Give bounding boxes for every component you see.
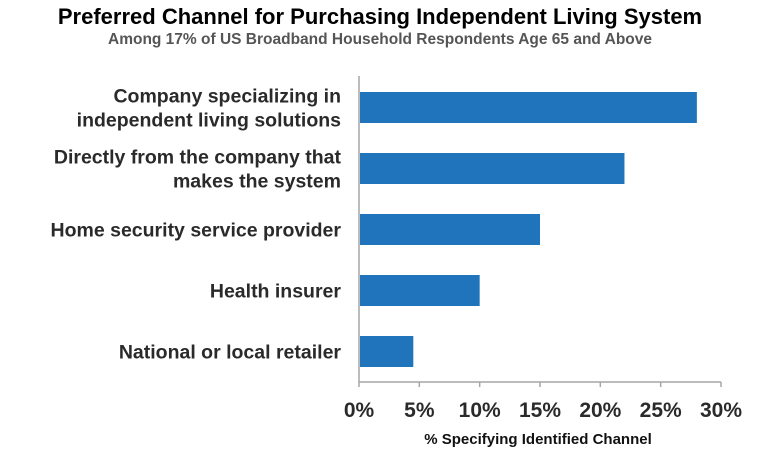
bar: [360, 214, 540, 245]
x-tick-label: 0%: [344, 399, 375, 422]
x-tick-label: 20%: [579, 399, 621, 422]
chart-subtitle: Among 17% of US Broadband Household Resp…: [108, 31, 652, 48]
category-label: Company specializing in: [113, 86, 341, 108]
category-label: National or local retailer: [119, 342, 342, 364]
bar: [360, 336, 414, 367]
x-axis-label: % Specifying Identified Channel: [424, 431, 652, 448]
x-tick-label: 15%: [519, 399, 561, 422]
category-label: makes the system: [173, 171, 341, 193]
bar: [360, 153, 625, 184]
bar: [360, 275, 480, 306]
category-label: Health insurer: [210, 281, 342, 303]
x-tick-label: 30%: [700, 399, 742, 422]
category-label: Directly from the company that: [54, 147, 342, 169]
category-label: independent living solutions: [77, 110, 341, 132]
category-label: Home security service provider: [51, 220, 342, 242]
chart-title: Preferred Channel for Purchasing Indepen…: [57, 4, 703, 29]
x-tick-label: 5%: [404, 399, 435, 422]
x-tick-label: 10%: [459, 399, 501, 422]
bar: [360, 92, 697, 123]
x-tick-label: 25%: [640, 399, 682, 422]
